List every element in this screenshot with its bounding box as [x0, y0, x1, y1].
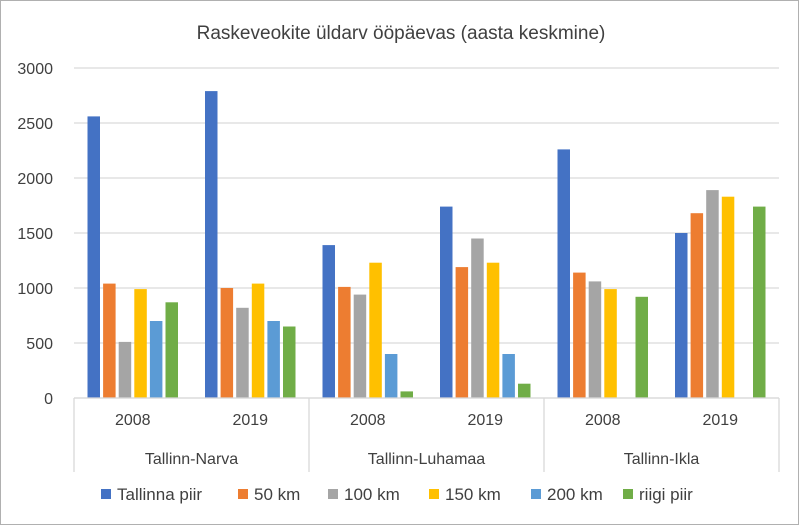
bar-150-km: [721, 196, 735, 398]
legend-swatch: [429, 489, 439, 499]
bar-50-km: [220, 288, 234, 398]
bar-100-km: [236, 307, 249, 398]
bar-tallinna-piir: [87, 116, 100, 399]
y-axis-ticks: 0 500 1000 1500 2000 2500 3000: [17, 61, 53, 408]
bar-200-km: [502, 354, 515, 398]
bar-100-km: [118, 341, 132, 398]
legend: Tallinna piir 50 km 100 km 150 km 200 km riig…: [101, 485, 693, 504]
legend-label: riigi piir: [639, 485, 693, 504]
bar-150-km: [251, 283, 265, 398]
group-label: Tallinn-Narva: [145, 451, 238, 468]
bar-100-km: [353, 294, 367, 398]
bar-tallinna-piir: [557, 149, 570, 398]
x-axis: 2008 2019 Tallinn-Narva 2008 2019 Tallinn-Luh…: [73, 397, 780, 472]
x-tick-label: 2008: [350, 412, 386, 429]
y-tick-label: 2000: [17, 171, 53, 188]
x-tick-label: 2008: [115, 412, 151, 429]
legend-label: Tallinna piir: [117, 485, 202, 504]
legend-swatch: [623, 489, 633, 499]
y-tick-label: 500: [26, 336, 53, 353]
bar-150-km: [369, 262, 382, 398]
chart-title: Raskeveokite üldarv ööpäevas (aasta kesk…: [197, 23, 606, 44]
y-tick-label: 1500: [17, 226, 53, 243]
legend-swatch: [328, 489, 338, 499]
bar-200-km: [267, 321, 280, 398]
bar-50-km: [103, 283, 116, 398]
bar-150-km: [134, 289, 147, 398]
bar-tallinna-piir: [440, 206, 453, 398]
legend-label: 50 km: [254, 485, 300, 504]
y-tick-label: 0: [44, 391, 53, 408]
bar-100-km: [588, 281, 602, 398]
legend-swatch: [531, 489, 541, 499]
legend-label: 100 km: [344, 485, 400, 504]
bar-riigi-piir: [518, 383, 531, 398]
bar-50-km: [690, 213, 704, 398]
bar-100-km: [471, 238, 484, 398]
x-tick-label: 2019: [232, 412, 268, 429]
legend-label: 150 km: [445, 485, 501, 504]
bar-50-km: [573, 272, 586, 398]
legend-swatch: [101, 489, 111, 499]
y-tick-label: 1000: [17, 281, 53, 298]
bar-riigi-piir: [400, 391, 413, 398]
x-tick-label: 2019: [702, 412, 738, 429]
bar-100-km: [706, 190, 719, 398]
group-label: Tallinn-Ikla: [624, 451, 700, 468]
y-tick-label: 2500: [17, 116, 53, 133]
x-tick-label: 2008: [585, 412, 621, 429]
group-label: Tallinn-Luhamaa: [368, 451, 486, 468]
bar-50-km: [338, 286, 351, 398]
bar-150-km: [604, 289, 617, 398]
bars: [87, 91, 766, 399]
bar-200-km: [384, 354, 398, 398]
legend-swatch: [238, 489, 248, 499]
bar-tallinna-piir: [322, 245, 335, 398]
gridlines: [74, 67, 779, 399]
bar-tallinna-piir: [675, 233, 688, 398]
legend-label: 200 km: [547, 485, 603, 504]
bar-tallinna-piir: [205, 91, 218, 398]
y-tick-label: 3000: [17, 61, 53, 78]
bar-riigi-piir: [165, 302, 178, 398]
bar-riigi-piir: [635, 296, 648, 398]
bar-riigi-piir: [753, 206, 766, 398]
bar-riigi-piir: [283, 326, 296, 398]
bar-200-km: [149, 321, 163, 398]
x-tick-label: 2019: [467, 412, 503, 429]
bar-150-km: [486, 262, 500, 398]
bar-50-km: [455, 267, 469, 398]
